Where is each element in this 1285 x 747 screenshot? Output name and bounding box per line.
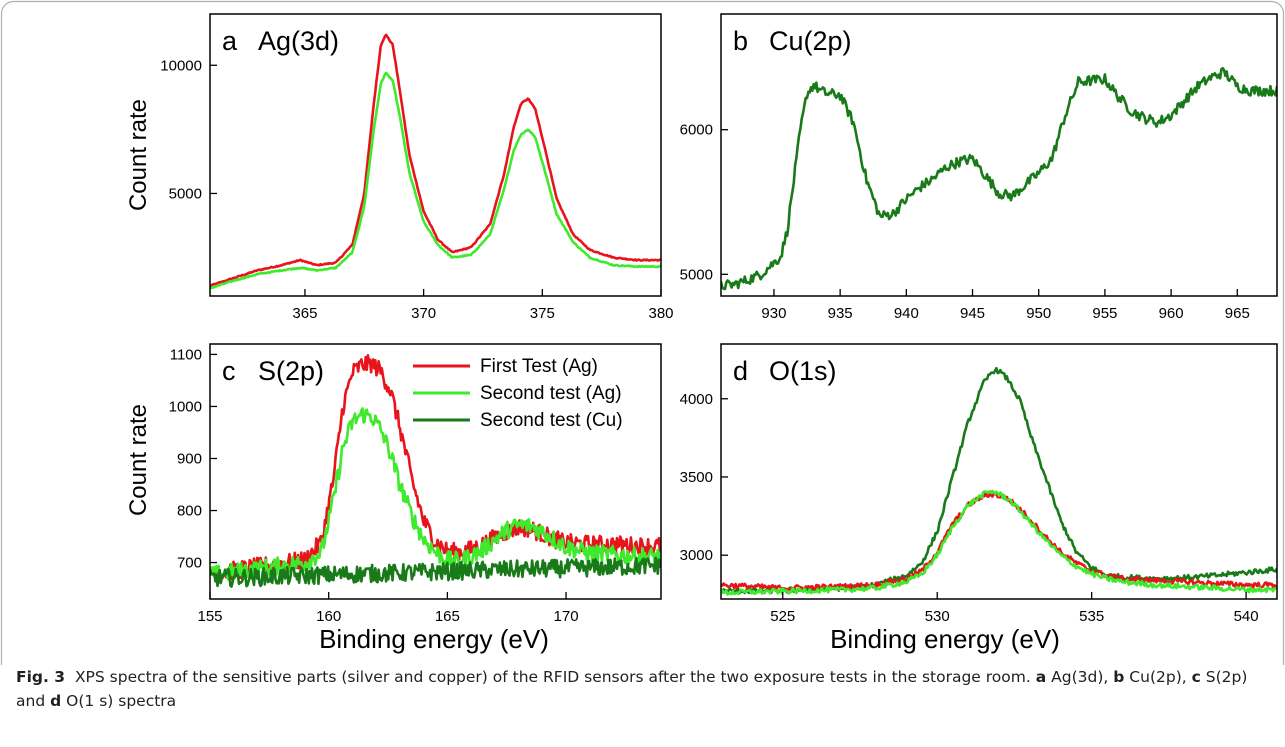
plot-frame-b: [720, 13, 1278, 297]
x-tick-label-c: 160: [316, 608, 341, 625]
series-line-a-first-ag: [210, 33, 661, 287]
legend-label-second-ag: Second test (Ag): [480, 383, 622, 404]
x-tick-label-a: 375: [530, 305, 555, 322]
y-tick-label-a: 5000: [169, 185, 202, 202]
x-tick-label-a: 365: [292, 305, 317, 322]
figure-svg: 365 370 375 380 5000 10000 a Ag(3d) 930 935 940 94…: [0, 0, 1285, 665]
caption-text-a: Ag(3d),: [1051, 668, 1109, 686]
y-tick-label-b: 6000: [680, 122, 713, 139]
panel-title-c: S(2p): [258, 356, 324, 386]
caption-label-a: a: [1035, 668, 1047, 686]
x-tick-label-c: 155: [197, 608, 222, 625]
panel-title-d: O(1s): [769, 356, 837, 386]
panel-a: 365 370 375 380 5000 10000 a Ag(3d): [160, 13, 674, 322]
panel-d: 525 530 535 540 3000 3500 4000 d O(1s): [680, 343, 1278, 625]
series-line-d-second-cu: [721, 366, 1277, 595]
y-axis-label-top: Count rate: [125, 99, 152, 211]
series-line-c-second-ag: [210, 407, 661, 583]
caption-label-d: d: [50, 692, 62, 710]
caption-text: XPS spectra of the sensitive parts (silv…: [74, 668, 1031, 686]
plot-frame-c: [209, 343, 662, 600]
series-line-d-first-ag: [721, 492, 1277, 592]
y-tick-label-c: 1100: [170, 346, 202, 363]
series-line-d-second-ag: [721, 489, 1277, 596]
panel-b: 930 935 940 945 950 955 960 965 5000 6000 b Cu(2p): [680, 13, 1278, 322]
caption-text-b: Cu(2p),: [1129, 668, 1187, 686]
y-tick-label-d: 4000: [680, 391, 713, 408]
panel-title-b: Cu(2p): [769, 26, 852, 56]
x-tick-label-d: 535: [1079, 608, 1104, 625]
figure-border: [0, 0, 1285, 665]
y-tick-label-c: 1000: [169, 398, 202, 415]
x-tick-label-b: 955: [1092, 305, 1117, 322]
x-tick-label-d: 540: [1234, 608, 1259, 625]
x-tick-label-c: 170: [554, 608, 579, 625]
x-tick-label-d: 530: [925, 608, 950, 625]
legend-label-first-ag: First Test (Ag): [480, 356, 598, 377]
x-tick-label-d: 525: [770, 608, 795, 625]
caption-label-c: c: [1191, 668, 1201, 686]
x-tick-label-b: 940: [894, 305, 919, 322]
y-tick-label-c: 800: [177, 503, 202, 520]
figure-caption: Fig. 3 XPS spectra of the sensitive part…: [16, 665, 1271, 713]
series-line-a-second-ag: [210, 71, 661, 290]
panel-title-a: Ag(3d): [258, 26, 339, 56]
legend: First Test (Ag) Second test (Ag) Second te…: [413, 356, 623, 431]
y-tick-label-d: 3000: [680, 547, 713, 564]
caption-fig-label: Fig. 3: [16, 668, 66, 686]
y-tick-label-c: 700: [177, 555, 202, 572]
panel-label-a: a: [222, 26, 238, 56]
x-tick-label-b: 960: [1159, 305, 1184, 322]
y-tick-label-b: 5000: [680, 266, 713, 283]
caption-text-d: O(1 s) spectra: [66, 692, 177, 710]
x-axis-label-left: Binding energy (eV): [319, 624, 549, 654]
x-tick-label-b: 935: [828, 305, 853, 322]
y-tick-label-a: 10000: [160, 57, 202, 74]
panel-label-d: d: [733, 356, 748, 386]
plot-frame-d: [720, 343, 1278, 600]
caption-text-c: S(2p) and: [16, 668, 1248, 710]
x-axis-label-right: Binding energy (eV): [830, 624, 1060, 654]
y-tick-label-c: 900: [177, 450, 202, 467]
x-tick-label-a: 380: [648, 305, 673, 322]
y-axis-label-bottom: Count rate: [125, 404, 152, 516]
x-tick-label-b: 930: [761, 305, 786, 322]
y-tick-label-d: 3500: [680, 469, 713, 486]
plot-frame-a: [209, 13, 662, 297]
caption-label-b: b: [1113, 668, 1125, 686]
series-line-c-second-cu: [210, 556, 661, 588]
x-tick-label-c: 165: [435, 608, 460, 625]
x-tick-label-a: 370: [411, 305, 436, 322]
x-tick-label-b: 950: [1026, 305, 1051, 322]
x-tick-label-b: 965: [1225, 305, 1250, 322]
panel-label-b: b: [733, 26, 748, 56]
legend-label-second-cu: Second test (Cu): [480, 410, 623, 431]
panel-c: 155 160 165 170 700 800 900 1000 1100 c S(2p) First…: [169, 343, 662, 625]
x-tick-label-b: 945: [960, 305, 985, 322]
series-line-b-second-cu: [721, 66, 1277, 291]
panel-label-c: c: [222, 356, 236, 386]
